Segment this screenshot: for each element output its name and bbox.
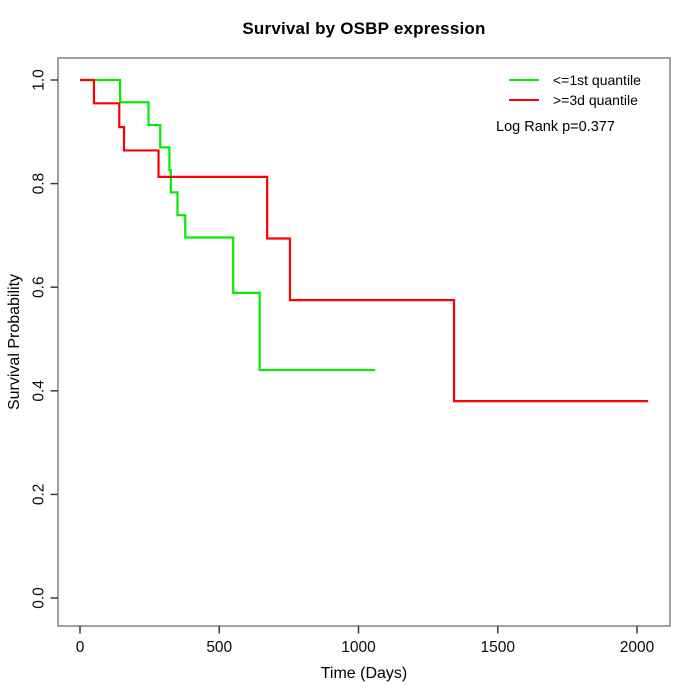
y-axis-label: Survival Probability <box>6 273 23 411</box>
y-tick-label: 0.6 <box>30 276 47 298</box>
legend-item-red: >=3d quantile <box>509 90 641 110</box>
legend-item-green: <=1st quantile <box>509 70 641 90</box>
x-axis-label: Time (Days) <box>320 665 408 682</box>
legend-line-red-icon <box>509 99 539 101</box>
legend-line-green-icon <box>509 79 539 81</box>
x-tick-label: 2000 <box>620 639 655 656</box>
y-tick-label: 0.4 <box>30 380 47 402</box>
x-tick-label: 1000 <box>341 639 376 656</box>
legend-label-red: >=3d quantile <box>553 92 638 108</box>
chart-title: Survival by OSBP expression <box>242 19 486 38</box>
x-tick-label: 0 <box>76 639 85 656</box>
km-curve-green <box>80 78 376 372</box>
legend: <=1st quantile >=3d quantile <box>509 70 641 110</box>
x-tick-label: 1500 <box>481 639 516 656</box>
y-tick-label: 0.2 <box>30 484 47 506</box>
x-tick-label: 500 <box>206 639 232 656</box>
log-rank-annotation: Log Rank p=0.377 <box>496 119 615 135</box>
y-tick-label: 0.0 <box>30 587 47 609</box>
km-curve-red <box>80 78 649 403</box>
y-tick-label: 0.8 <box>30 173 47 195</box>
plot-box <box>57 57 671 627</box>
legend-label-green: <=1st quantile <box>553 72 641 88</box>
y-tick-label: 1.0 <box>30 69 47 91</box>
